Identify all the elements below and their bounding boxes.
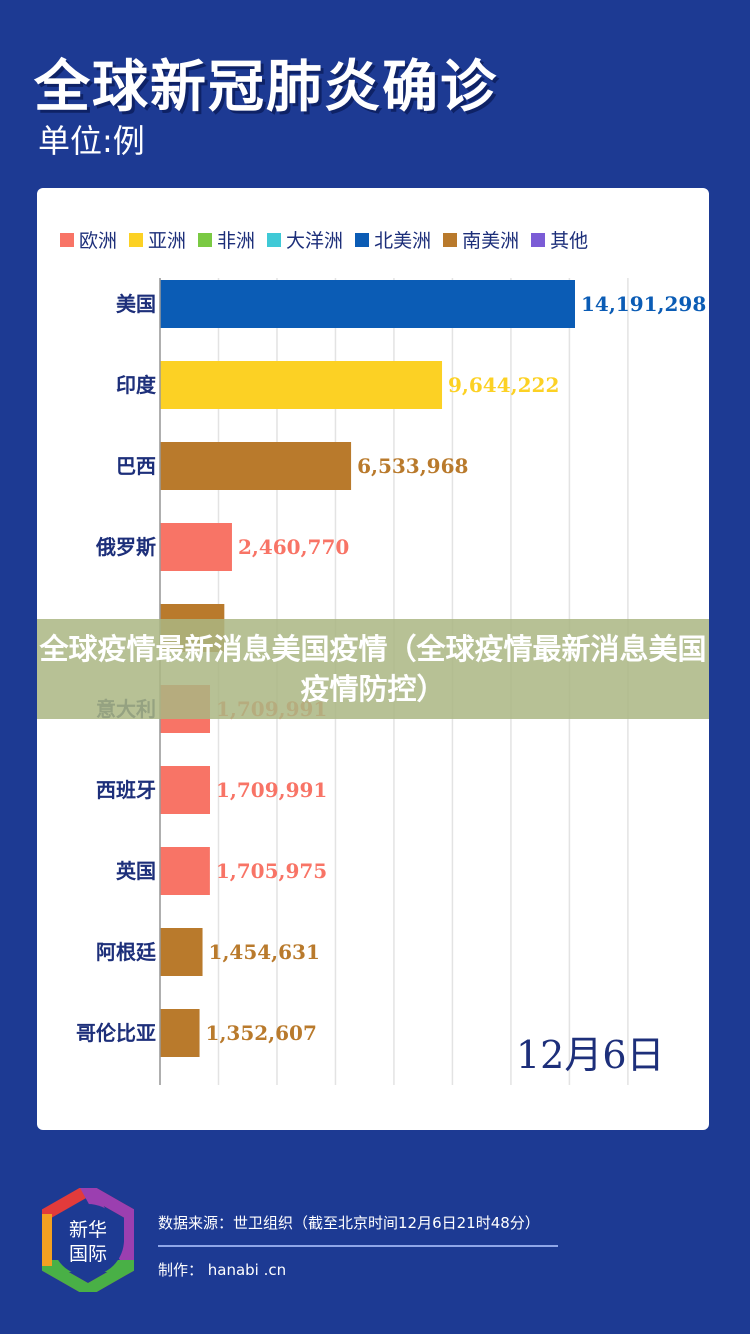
legend-label: 欧洲: [79, 230, 118, 252]
divider: [158, 1245, 558, 1247]
svg-text:新华: 新华: [69, 1219, 107, 1241]
data-label: 9,644,222: [448, 373, 559, 397]
legend: 欧洲 亚洲 非洲 大洋洲 北美洲 南美洲 其他: [60, 226, 588, 253]
data-label: 1,454,631: [209, 940, 320, 964]
legend-item: 其他: [531, 226, 588, 253]
legend-swatch: [531, 232, 546, 247]
legend-label: 其他: [550, 230, 589, 252]
legend-swatch: [267, 232, 282, 247]
category-label: 巴西: [116, 454, 156, 478]
category-label: 英国: [116, 859, 156, 883]
legend-swatch: [60, 232, 74, 247]
legend-item: 欧洲: [60, 226, 117, 253]
data-label: 1,705,975: [216, 859, 327, 883]
xinhua-logo: 新华 国际: [42, 1188, 134, 1292]
data-label: 2,460,770: [238, 535, 349, 559]
bar: [160, 361, 443, 409]
svg-text:国际: 国际: [69, 1243, 107, 1265]
legend-label: 北美洲: [374, 230, 432, 252]
category-label: 俄罗斯: [95, 535, 156, 559]
legend-item: 非洲: [198, 226, 255, 253]
category-label: 印度: [116, 373, 157, 397]
data-label: 6,533,968: [357, 454, 468, 478]
category-label: 阿根廷: [96, 940, 157, 964]
category-label: 美国: [116, 292, 156, 316]
overlay-banner: 全球疫情最新消息美国疫情（全球疫情最新消息美国疫情防控）: [37, 619, 709, 719]
legend-swatch: [198, 232, 213, 247]
bar: [160, 280, 575, 328]
bar: [160, 928, 203, 976]
bar: [160, 766, 211, 814]
legend-label: 亚洲: [148, 230, 187, 252]
legend-label: 大洋洲: [286, 230, 344, 252]
page-title: 全球新冠肺炎确诊: [34, 55, 498, 120]
maker-credit: 制作： hanabi .cn: [158, 1261, 287, 1279]
bar: [160, 523, 232, 571]
data-source: 数据来源：世卫组织（截至北京时间12月6日21时48分）: [158, 1214, 540, 1232]
legend-label: 南美洲: [462, 230, 520, 252]
legend-label: 非洲: [217, 230, 256, 252]
legend-item: 南美洲: [443, 226, 519, 253]
data-label: 14,191,298: [581, 292, 706, 316]
legend-swatch: [443, 232, 458, 247]
legend-swatch: [129, 232, 144, 247]
date-label: 12月6日: [516, 1033, 665, 1077]
category-label: 哥伦比亚: [76, 1021, 156, 1045]
data-label: 1,352,607: [206, 1021, 317, 1045]
legend-item: 亚洲: [129, 226, 186, 253]
bar: [160, 442, 352, 490]
legend-item: 北美洲: [355, 226, 431, 253]
unit-label: 单位:例: [38, 122, 145, 160]
bar: [160, 847, 210, 895]
data-label: 1,709,991: [216, 778, 327, 802]
category-label: 西班牙: [96, 778, 156, 802]
bar: [160, 1009, 200, 1057]
legend-item: 大洋洲: [267, 226, 343, 253]
legend-swatch: [355, 232, 370, 247]
